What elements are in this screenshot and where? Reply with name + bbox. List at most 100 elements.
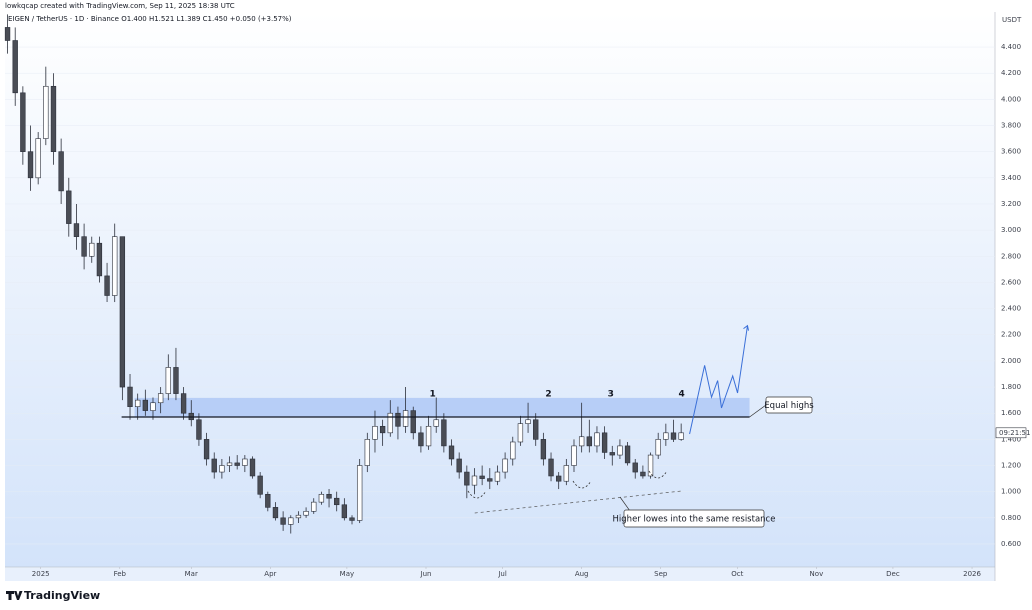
candle [119,236,126,401]
x-tick-label: Jun [420,570,432,578]
candle-body [448,445,455,460]
candle [586,419,592,453]
candle-body [640,471,646,477]
candle [196,413,202,446]
candle [540,432,547,466]
candle-body [372,425,378,440]
candle-body [609,452,615,456]
candle [180,387,187,420]
x-tick-label: Oct [731,570,743,578]
time-axis [5,567,995,581]
candle [410,406,416,440]
y-tick-label: 3.800 [1001,122,1021,130]
y-tick-label: 1.800 [1001,383,1021,391]
candle [433,397,439,433]
candle-body [410,410,416,434]
candle-body [525,419,531,424]
candle-body [563,465,570,482]
candle-body [295,514,302,519]
candle [655,432,661,459]
candle [35,132,41,185]
candle-body [540,439,547,460]
currency-label: USDT [1002,16,1022,24]
candle-body [265,493,271,508]
candle-body [517,423,524,443]
candle-body [35,138,41,179]
x-tick-label: 2026 [963,570,981,578]
x-tick-label: Jul [497,570,507,578]
candle-body [249,458,256,477]
y-tick-label: 2.000 [1001,357,1021,365]
candle-body [395,412,401,427]
candle [219,458,225,479]
y-tick-label: 4.200 [1001,69,1021,77]
price-tag [995,427,1027,439]
candle [104,262,110,303]
x-tick-label: Feb [114,570,127,578]
candle [594,426,600,453]
candle-body [402,410,409,427]
candle-body [617,445,623,456]
candle [379,419,386,446]
candle-body [58,151,64,192]
y-tick-label: 1.600 [1001,409,1021,417]
candle [502,452,508,479]
candle-body [647,454,654,477]
candle [471,468,478,495]
candle [27,125,34,191]
candle [43,66,49,146]
candle [395,406,401,440]
candle-body [257,475,263,495]
y-tick-label: 1.400 [1001,435,1021,443]
candle-body [180,393,187,414]
candle-body [678,432,684,440]
candle-body [502,458,508,473]
candle [142,389,149,416]
symbol-legend: EIGEN / TetherUS · 1D · Binance O1.400 H… [8,15,292,23]
candle-body [494,471,501,482]
candle-body [425,425,432,447]
candle [448,439,455,466]
candle-body [27,151,34,179]
candle [441,413,447,453]
candle [548,452,554,482]
plot-background [5,12,995,567]
candle [150,397,156,420]
candle-body [533,419,539,440]
candle-body [196,419,202,440]
candle [20,86,26,165]
candle [50,73,57,165]
candle [663,423,669,446]
y-tick-label: 3.200 [1001,200,1021,208]
y-tick-label: 1.000 [1001,488,1021,496]
candle-body [272,507,279,519]
y-tick-label: 3.000 [1001,226,1021,234]
candle-body [81,236,87,257]
candle [341,498,348,521]
y-tick-label: 2.800 [1001,252,1021,260]
candle-body [334,497,340,506]
candle-body [456,458,462,473]
candle [303,507,309,518]
candle [640,465,646,479]
candle [203,432,210,466]
candle-body [510,441,516,460]
candle-body [150,402,156,411]
candle [73,203,80,250]
candle [242,455,248,473]
candle-body [288,517,294,525]
candle-body [364,439,370,466]
y-tick-label: 2.400 [1001,305,1021,313]
candle [165,354,171,401]
candle [280,511,286,531]
candle-body [50,85,57,152]
y-tick-label: 2.200 [1001,331,1021,339]
candle [89,236,95,263]
candle [464,465,470,499]
candle-body [203,439,210,460]
candle-body [548,458,554,477]
candle [456,452,462,479]
brand-name: TradingView [24,589,100,602]
resistance-zone [134,397,750,418]
